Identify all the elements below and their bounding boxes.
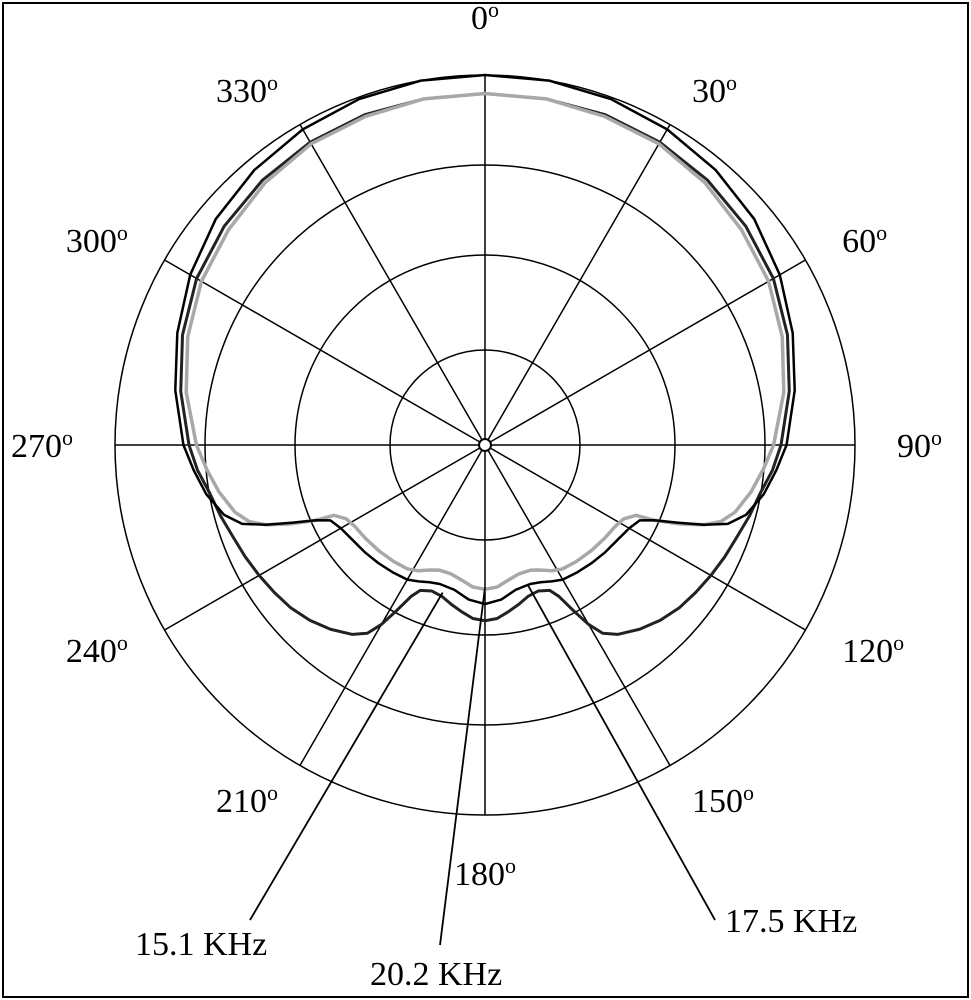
angle-label: 330o bbox=[216, 70, 278, 110]
grid-spoke bbox=[485, 445, 670, 765]
angle-label: 120o bbox=[842, 630, 904, 670]
angle-label: 180o bbox=[454, 853, 516, 893]
angle-label: 240o bbox=[66, 630, 128, 670]
grid-spoke bbox=[485, 445, 805, 630]
angle-label: 90o bbox=[897, 425, 942, 465]
angle-label: 270o bbox=[11, 425, 73, 465]
angle-label: 210o bbox=[216, 780, 278, 820]
callout-label: 20.2 KHz bbox=[370, 956, 502, 993]
callout-label: 15.1 KHz bbox=[135, 926, 267, 963]
grid-spoke bbox=[485, 260, 805, 445]
angle-label: 150o bbox=[692, 780, 754, 820]
angle-label: 300o bbox=[66, 220, 128, 260]
polar-chart: 0o 30o 60o 90o 120o 150o 180o 210o 240o 270o 300o 3… bbox=[0, 0, 971, 1000]
center-dot bbox=[479, 439, 491, 451]
callout-line bbox=[250, 593, 443, 920]
grid-spoke bbox=[300, 125, 485, 445]
angle-label: 0o bbox=[471, 0, 499, 37]
angle-labels: 0o 30o 60o 90o 120o 150o 180o 210o 240o 270o 300o 3… bbox=[11, 0, 942, 893]
polar-grid bbox=[115, 75, 855, 815]
angle-label: 30o bbox=[692, 70, 737, 110]
grid-spoke bbox=[165, 260, 485, 445]
callout-label: 17.5 KHz bbox=[725, 903, 857, 940]
angle-label: 60o bbox=[842, 220, 887, 260]
grid-spoke bbox=[300, 445, 485, 765]
grid-spoke bbox=[485, 125, 670, 445]
